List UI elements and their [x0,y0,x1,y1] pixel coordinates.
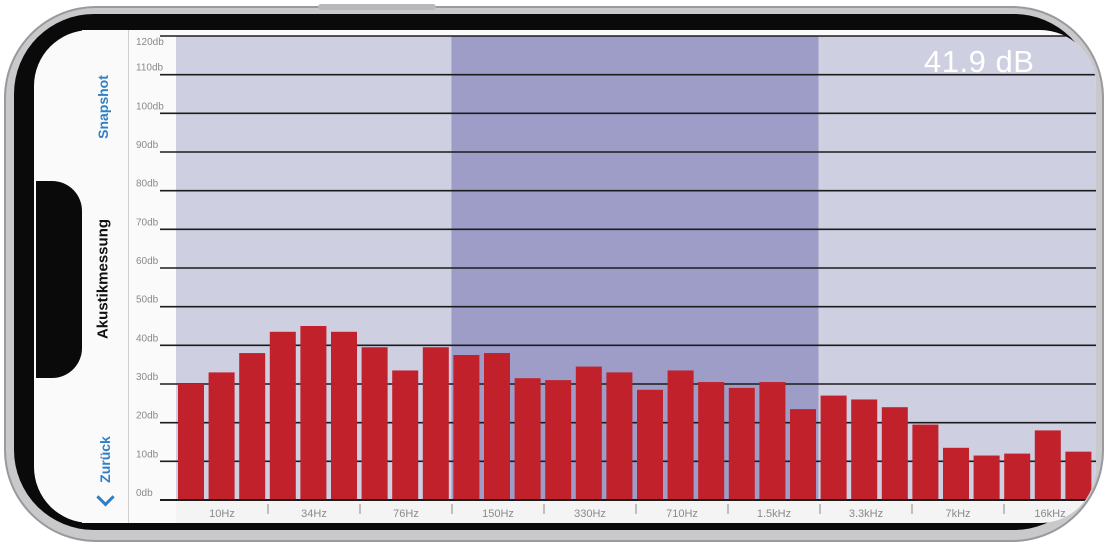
spectrum-bar [392,370,419,500]
spectrum-bar [881,407,908,500]
y-tick-label: 80db [136,179,159,190]
y-tick-label: 0db [136,488,153,499]
x-tick-label: 710Hz [666,508,698,520]
spectrum-bar [575,366,602,500]
x-tick-label: 1.5kHz [757,508,791,520]
spectrum-bar [300,326,327,500]
spectrum-bar [331,331,357,500]
x-tick-label: 10Hz [209,508,235,520]
y-tick-label: 70db [136,217,159,228]
notch [36,181,82,378]
spectrum-bar [637,389,663,500]
y-tick-label: 120db [136,37,164,48]
spectrum-bar [851,399,878,500]
x-tick-label: 76Hz [393,508,419,520]
spectrum-bar [545,380,572,500]
spectrum-bars [178,326,1092,500]
spectrum-bar [1065,451,1092,500]
spectrum-bar [820,395,847,500]
spectrum-bar [943,447,969,500]
y-tick-label: 10db [136,449,159,460]
x-tick-label: 330Hz [574,508,606,520]
spectrum-bar [973,455,1000,500]
spectrum-bar [606,372,633,500]
y-tick-label: 60db [136,256,159,267]
y-tick-label: 110db [136,63,164,74]
x-tick-label: 16kHz [1034,508,1065,520]
back-button-label: Zurück [97,436,113,483]
spectrum-bar [1004,453,1031,500]
spectrum-bar [514,378,541,500]
y-tick-label: 20db [136,411,159,422]
y-tick-label: 100db [136,101,164,112]
spectrum-bar [912,424,939,500]
spectrum-bar [269,331,296,500]
spectrum-bar [759,382,786,500]
spectrum-bar [208,372,235,500]
x-tick-label: 3.3kHz [849,508,883,520]
spectrum-bar [1034,430,1061,500]
spectrum-bar [239,353,266,500]
spectrum-bar [361,347,388,500]
x-tick-label: 34Hz [301,508,327,520]
chevron-left-icon [95,488,115,507]
snapshot-button[interactable]: Snapshot [95,75,111,139]
volume-button [318,4,436,10]
y-tick-label: 40db [136,333,159,344]
x-axis: 10Hz 34Hz 76Hz 150Hz 330Hz 710Hz 1.5kHz 3.3kHz 7… [160,499,1096,523]
screen-title: Akustikmessung [94,218,112,340]
level-readout: 41.9 dB [924,44,1035,79]
y-tick-label: 30db [136,372,159,383]
spectrum-bar [484,353,510,500]
x-tick-label: 7kHz [945,508,970,520]
spectrum-bar [698,382,725,500]
nav-strip [82,30,129,523]
back-button[interactable]: Zurück [95,436,115,507]
spectrum-bar [422,347,449,500]
y-axis-labels: 0db 10db 20db 30db 40db 50db 60db 70db 80db 90db 1… [136,37,164,499]
y-tick-label: 90db [136,140,159,151]
spectrum-bar [178,384,204,500]
spectrum-bar [790,409,816,500]
spectrum-bar [453,355,480,500]
spectrum-bar [728,387,755,500]
y-tick-label: 50db [136,295,159,306]
x-tick-label: 150Hz [482,508,514,520]
spectrum-bar [667,370,694,500]
